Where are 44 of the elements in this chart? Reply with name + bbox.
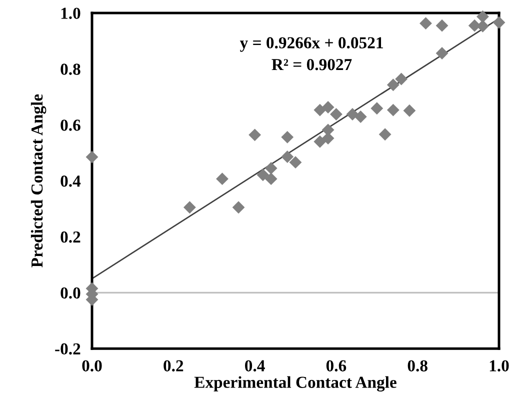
y-axis-title: Predicted Contact Angle bbox=[30, 94, 46, 268]
x-tick-label: 1.0 bbox=[490, 360, 509, 372]
point bbox=[314, 104, 326, 116]
point bbox=[86, 150, 98, 164]
x-tick-label: 0.8 bbox=[408, 360, 428, 372]
annotation: R² = 0.9027 bbox=[272, 58, 352, 70]
point bbox=[322, 101, 334, 114]
point bbox=[281, 130, 294, 144]
point bbox=[264, 172, 278, 186]
point bbox=[386, 104, 400, 116]
y-tick-label: 0.4 bbox=[60, 176, 81, 187]
annotation: y = 0.9266x + 0.0521 bbox=[240, 37, 383, 52]
x-axis-title: Experimental Contact Angle bbox=[194, 376, 396, 392]
point bbox=[256, 168, 270, 182]
point bbox=[395, 72, 408, 86]
y-tick-label: 0.6 bbox=[60, 120, 80, 131]
point bbox=[330, 108, 342, 120]
point bbox=[264, 162, 278, 174]
point bbox=[248, 128, 262, 142]
point bbox=[281, 150, 294, 163]
y-tick-label: 1.0 bbox=[61, 8, 80, 20]
y-tick-label: -0.2 bbox=[55, 343, 80, 355]
point bbox=[183, 201, 196, 214]
x-tick-label: 0.2 bbox=[164, 360, 184, 372]
point bbox=[436, 19, 448, 32]
y-tick-label: 0.2 bbox=[60, 231, 80, 243]
point bbox=[492, 16, 506, 29]
point bbox=[436, 47, 448, 60]
point bbox=[314, 135, 326, 148]
point bbox=[403, 104, 416, 117]
x-tick-label: 0.0 bbox=[82, 360, 102, 372]
point bbox=[386, 78, 400, 92]
point bbox=[232, 201, 245, 214]
point bbox=[420, 17, 432, 30]
point bbox=[289, 156, 302, 169]
point bbox=[476, 10, 489, 23]
x-tick-label: 0.6 bbox=[326, 360, 346, 372]
y-tick-label: 0.0 bbox=[60, 287, 80, 299]
x-tick-label: 0.4 bbox=[245, 360, 265, 372]
point bbox=[354, 110, 367, 123]
point bbox=[378, 128, 392, 141]
y-tick-label: 0.8 bbox=[60, 64, 80, 75]
point bbox=[370, 102, 384, 115]
point bbox=[216, 172, 228, 186]
